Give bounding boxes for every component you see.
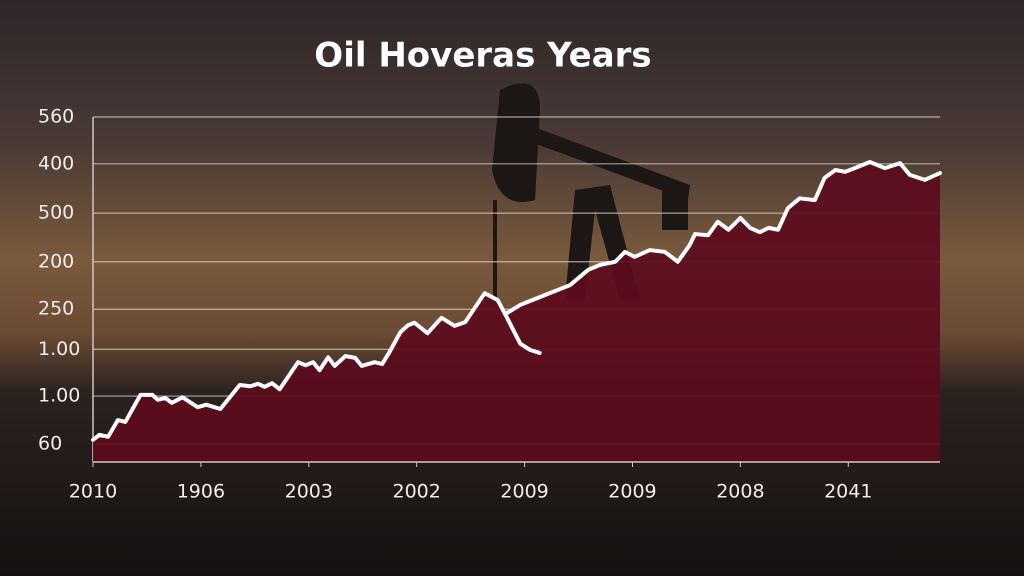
y-tick-label: 200 xyxy=(38,250,74,272)
x-tick-label: 2003 xyxy=(285,481,333,503)
line xyxy=(91,159,942,442)
y-tick-label: 250 xyxy=(38,298,74,320)
y-tick-label: 1.00 xyxy=(38,385,80,407)
x-tick-label: 2009 xyxy=(608,481,656,503)
y-tick-label: 560 xyxy=(38,106,74,128)
area xyxy=(93,161,940,463)
line xyxy=(503,312,542,355)
y-tick-label: 1.00 xyxy=(38,338,80,360)
x-tick-label: 2009 xyxy=(500,481,548,503)
y-tick-label: 60 xyxy=(38,433,62,455)
x-tick-label: 2010 xyxy=(69,481,117,503)
x-tick-label: 2008 xyxy=(716,481,764,503)
chart-title: Oil Hoveras Years xyxy=(314,36,651,76)
x-tick-label: 2002 xyxy=(393,481,441,503)
y-tick-label: 400 xyxy=(38,152,74,174)
x-tick-label: 1906 xyxy=(177,481,225,503)
x-tick-label: 2041 xyxy=(824,481,872,503)
y-tick-label: 500 xyxy=(38,202,74,224)
